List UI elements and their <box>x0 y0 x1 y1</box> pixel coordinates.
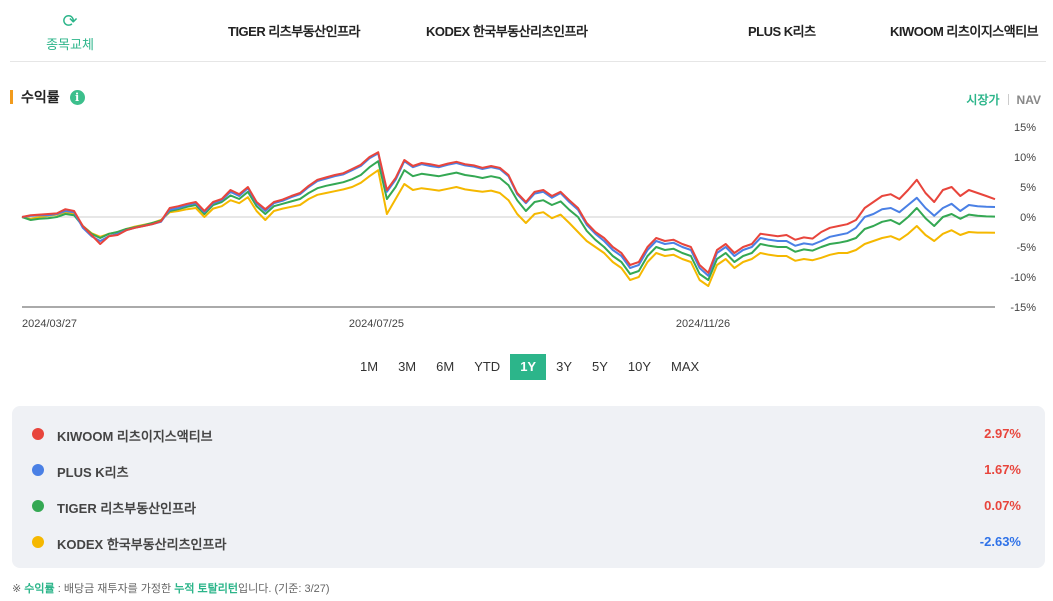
legend-item: PLUS K리츠 1.67% <box>12 458 1045 482</box>
basis-nav[interactable]: NAV <box>1016 92 1041 107</box>
fund-selector-bar: ⟳ 종목교체 TIGER 리츠부동산인프라 KODEX 한국부동산리츠인프라 P… <box>10 0 1046 62</box>
footnote-suffix: 입니다. (기준: 3/27) <box>237 583 330 595</box>
swap-fund-button[interactable]: ⟳ 종목교체 <box>30 12 110 53</box>
period-10y[interactable]: 10Y <box>627 359 652 374</box>
fund-tab-tiger[interactable]: TIGER 리츠부동산인프라 <box>228 24 361 39</box>
y-tick-label: -10% <box>1010 272 1036 284</box>
legend-value: 0.07% <box>984 498 1021 513</box>
refresh-icon: ⟳ <box>62 11 78 31</box>
period-max[interactable]: MAX <box>671 359 700 374</box>
y-tick-label: 15% <box>1014 122 1036 134</box>
y-tick-label: 5% <box>1020 182 1036 194</box>
series-line <box>21 151 996 274</box>
legend-value: 1.67% <box>984 462 1021 477</box>
y-tick-label: 10% <box>1014 152 1036 164</box>
series-line <box>21 169 996 287</box>
period-3m[interactable]: 3M <box>398 359 417 374</box>
basis-toggle: 시장가 NAV <box>966 91 1041 108</box>
legend-item: KIWOOM 리츠이지스액티브 2.97% <box>12 422 1045 446</box>
footnote-highlight: 누적 토탈리턴 <box>174 583 238 595</box>
legend-item: KODEX 한국부동산리츠인프라 -2.63% <box>12 530 1045 554</box>
section-title: 수익률 <box>21 89 60 105</box>
legend-dot <box>32 428 44 440</box>
fund-tab-plus[interactable]: PLUS K리츠 <box>748 24 816 39</box>
legend-name: KODEX 한국부동산리츠인프라 <box>57 537 227 552</box>
return-line-chart: 15% 10% 5% 0% -5% -10% -15% 2024/03/27 2024/07/2… <box>21 122 1036 330</box>
info-icon[interactable]: i <box>69 89 85 105</box>
footnote: ※ 수익률 : 배당금 재투자를 가정한 누적 토탈리턴입니다. (기준: 3/… <box>12 580 330 596</box>
legend-dot <box>32 464 44 476</box>
legend-name: KIWOOM 리츠이지스액티브 <box>57 429 213 444</box>
return-summary-legend: KIWOOM 리츠이지스액티브 2.97% PLUS K리츠 1.67% TIG… <box>12 406 1045 568</box>
legend-name: TIGER 리츠부동산인프라 <box>57 501 197 516</box>
period-selector: 1M 3M 6M YTD 1Y 3Y 5Y 10Y MAX <box>350 354 709 380</box>
y-tick-label: -5% <box>1016 242 1036 254</box>
x-tick-label: 2024/07/25 <box>349 318 404 330</box>
footnote-prefix: ※ <box>12 583 25 595</box>
legend-value: -2.63% <box>979 534 1021 549</box>
period-3y[interactable]: 3Y <box>556 359 572 374</box>
section-header: 수익률 i <box>10 88 85 106</box>
period-1m[interactable]: 1M <box>360 359 379 374</box>
period-ytd[interactable]: YTD <box>474 359 501 374</box>
legend-value: 2.97% <box>984 426 1021 441</box>
footnote-term: 수익률 <box>24 583 55 595</box>
basis-market-price[interactable]: 시장가 <box>966 93 1000 107</box>
title-accent-bar <box>10 90 13 104</box>
footnote-mid: : 배당금 재투자를 가정한 <box>54 583 175 595</box>
fund-tab-kiwoom[interactable]: KIWOOM 리츠이지스액티브 <box>890 24 1039 39</box>
x-tick-label: 2024/03/27 <box>22 318 77 330</box>
period-6m[interactable]: 6M <box>436 359 455 374</box>
y-tick-label: -15% <box>1010 302 1036 314</box>
legend-dot <box>32 500 44 512</box>
basis-divider <box>1007 94 1009 105</box>
y-tick-label: 0% <box>1020 212 1036 224</box>
legend-name: PLUS K리츠 <box>57 465 129 480</box>
legend-item: TIGER 리츠부동산인프라 0.07% <box>12 494 1045 518</box>
fund-tab-kodex[interactable]: KODEX 한국부동산리츠인프라 <box>426 24 588 39</box>
x-tick-label: 2024/11/26 <box>676 318 730 330</box>
series-line <box>21 160 996 281</box>
period-5y[interactable]: 5Y <box>592 359 608 374</box>
period-1y[interactable]: 1Y <box>510 354 547 380</box>
swap-fund-label: 종목교체 <box>46 37 94 52</box>
legend-dot <box>32 536 44 548</box>
